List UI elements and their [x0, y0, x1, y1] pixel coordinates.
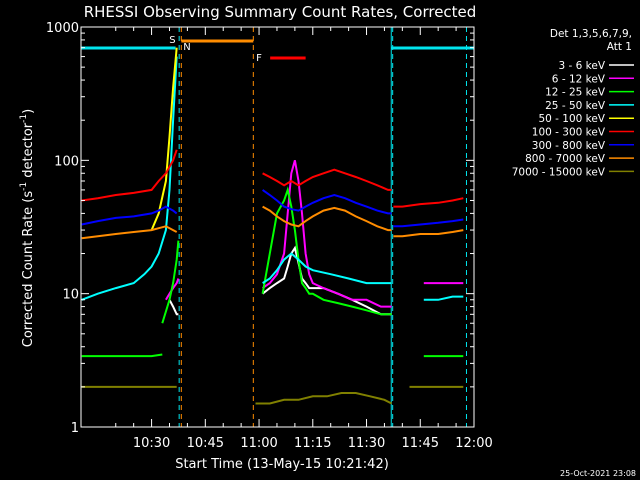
x-tick-label-3: 11:15	[294, 436, 331, 451]
plot-frame	[80, 26, 475, 428]
legend-item-5: 100 - 300 keV	[532, 127, 634, 139]
x-tick-label-2: 11:00	[240, 436, 277, 451]
y-tick-label-2: 100	[54, 154, 79, 169]
y-tick-label-1: 10	[62, 288, 79, 303]
legend-label-4: 50 - 100 keV	[538, 113, 605, 125]
f-label: F	[256, 53, 262, 64]
series-2-segment-2	[261, 186, 392, 316]
legend-header-line2: Att 1	[607, 41, 632, 53]
series-0-segment-1	[261, 245, 392, 316]
chart-title: RHESSI Observing Summary Count Rates, Co…	[84, 3, 477, 21]
y-axis-label-end: )	[21, 109, 36, 114]
series-4-segment-0	[150, 47, 178, 231]
x-axis-label: Start Time (13-May-15 10:21:42)	[175, 457, 389, 472]
s-label: S	[169, 35, 175, 46]
y-axis-label: Corrected Count Rate (s-1 detector-1)	[19, 109, 36, 347]
series-1-segment-1	[262, 160, 392, 308]
legend-label-5: 100 - 300 keV	[532, 127, 606, 139]
legend-item-7: 800 - 7000 keV	[525, 153, 634, 165]
x-tick-label-1: 10:45	[187, 436, 224, 451]
series-7-segment-0	[81, 225, 178, 240]
x-axis: 10:30 10:45 11:00 11:15 11:30 11:45 12:00	[115, 27, 493, 451]
series-0-segment-0	[168, 299, 179, 316]
series-6-segment-1	[262, 189, 392, 215]
x-tick-label-5: 11:45	[402, 436, 439, 451]
legend-item-4: 50 - 100 keV	[538, 113, 634, 125]
series-layer	[81, 47, 464, 405]
series-6-segment-0	[81, 205, 178, 226]
legend-item-3: 25 - 50 keV	[545, 100, 634, 112]
series-3-segment-2	[423, 295, 464, 301]
y-axis-label-sup2: -1	[19, 114, 29, 123]
legend-item-6: 300 - 800 keV	[532, 140, 634, 152]
x-tick-label-6: 12:00	[455, 436, 492, 451]
y-axis-label-mid: detector	[21, 122, 36, 182]
legend-label-6: 300 - 800 keV	[532, 140, 606, 152]
legend-label-7: 800 - 7000 keV	[525, 153, 606, 165]
series-6-segment-2	[393, 218, 464, 228]
x-tick-label-4: 11:30	[348, 436, 385, 451]
legend-item-0: 3 - 6 keV	[558, 60, 634, 72]
y-axis-label-main: Corrected Count Rate (s	[21, 191, 36, 348]
series-7-segment-2	[393, 229, 464, 238]
observing-annotations: SN F	[81, 27, 474, 427]
legend-item-1: 6 - 12 keV	[552, 73, 634, 85]
series-5-segment-1	[262, 168, 392, 191]
series-5-segment-2	[393, 197, 464, 208]
series-7-segment-1	[262, 205, 392, 232]
x-tick-label-0: 10:30	[133, 436, 170, 451]
series-8-segment-1	[255, 392, 393, 405]
legend-label-1: 6 - 12 keV	[552, 73, 606, 85]
series-1-segment-0	[165, 278, 180, 301]
n-label: N	[183, 42, 190, 53]
series-3-segment-1	[262, 252, 392, 285]
legend-label-3: 25 - 50 keV	[545, 100, 606, 112]
legend-header-line1: Det 1,3,5,6,7,9,	[550, 28, 632, 40]
legend-label-2: 12 - 25 keV	[545, 87, 606, 99]
series-2-segment-0	[81, 353, 163, 358]
legend-label-8: 7000 - 15000 keV	[512, 166, 606, 178]
y-tick-label-0: 1	[71, 421, 79, 436]
y-axis-label-sup1: -1	[19, 182, 29, 191]
legend-item-2: 12 - 25 keV	[545, 87, 634, 99]
date-stamp: 25-Oct-2021 23:08	[560, 469, 636, 478]
series-5-segment-0	[81, 149, 178, 202]
y-axis: 1 10 100 1000	[46, 21, 474, 436]
legend-label-0: 3 - 6 keV	[558, 60, 605, 72]
series-2-segment-1	[161, 240, 180, 324]
legend-item-8: 7000 - 15000 keV	[512, 166, 634, 178]
y-tick-label-3: 1000	[46, 21, 79, 36]
